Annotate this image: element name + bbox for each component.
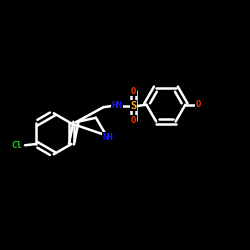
Text: O: O [195, 100, 200, 109]
Text: S: S [130, 101, 136, 111]
Text: HN: HN [112, 102, 122, 110]
Text: NH: NH [103, 133, 114, 142]
Text: O: O [131, 87, 136, 96]
Text: O: O [131, 116, 136, 125]
Text: Cl: Cl [11, 141, 22, 150]
